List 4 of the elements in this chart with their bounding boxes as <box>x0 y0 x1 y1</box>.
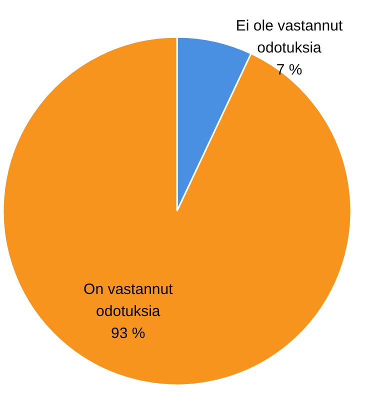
data-label: 93 % <box>111 325 146 342</box>
slice-label: Ei ole vastannut odotuksia <box>236 17 344 56</box>
slice-label: On vastannut odotuksia <box>84 281 174 320</box>
pie-slice <box>2 36 352 386</box>
